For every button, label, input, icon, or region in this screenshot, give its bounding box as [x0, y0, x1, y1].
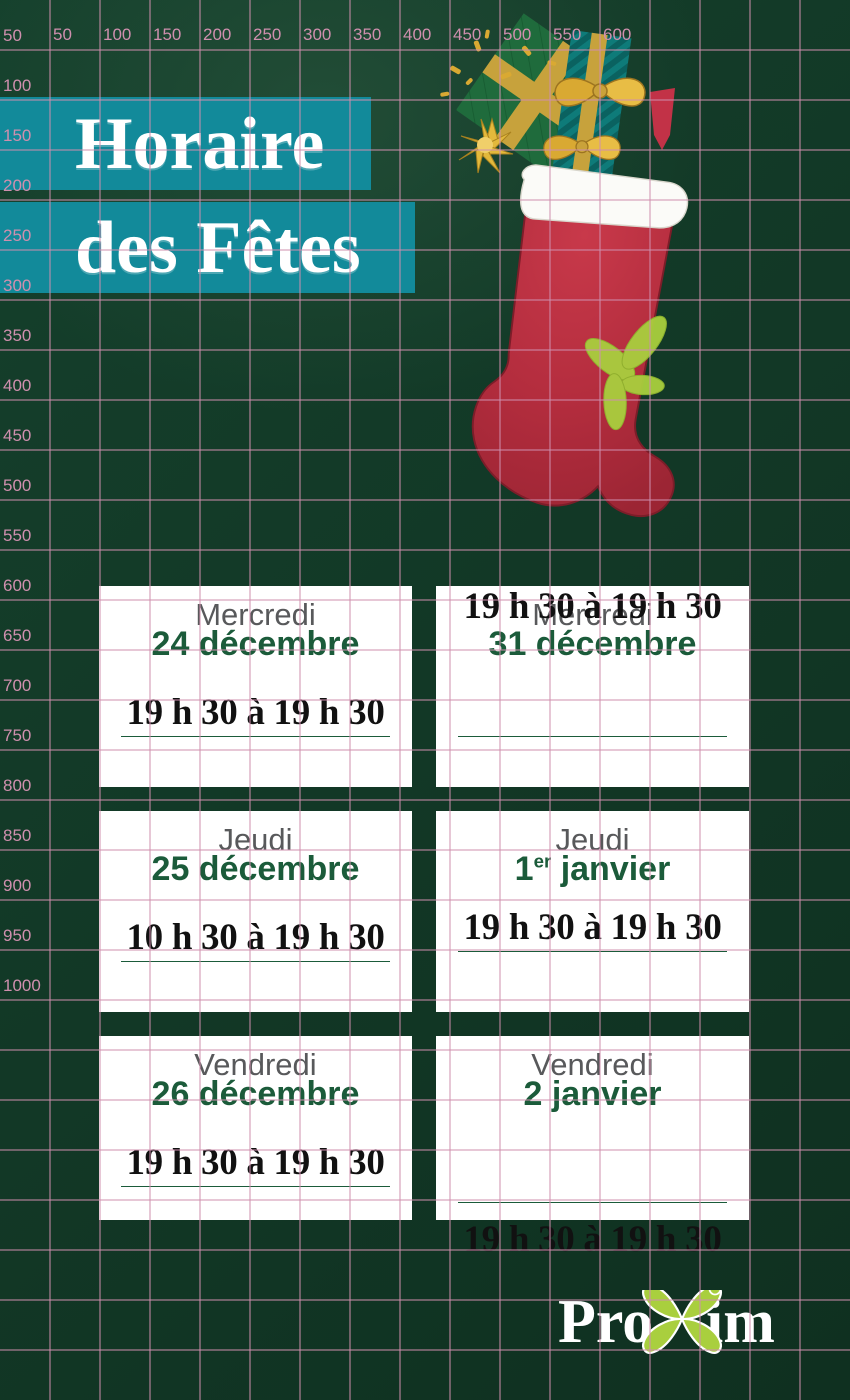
svg-text:800: 800: [3, 776, 31, 795]
svg-text:850: 850: [3, 826, 31, 845]
svg-text:950: 950: [3, 926, 31, 945]
svg-text:750: 750: [3, 726, 31, 745]
svg-text:Pro: Pro: [558, 1290, 653, 1356]
svg-text:900: 900: [3, 876, 31, 895]
svg-text:1000: 1000: [3, 976, 41, 995]
